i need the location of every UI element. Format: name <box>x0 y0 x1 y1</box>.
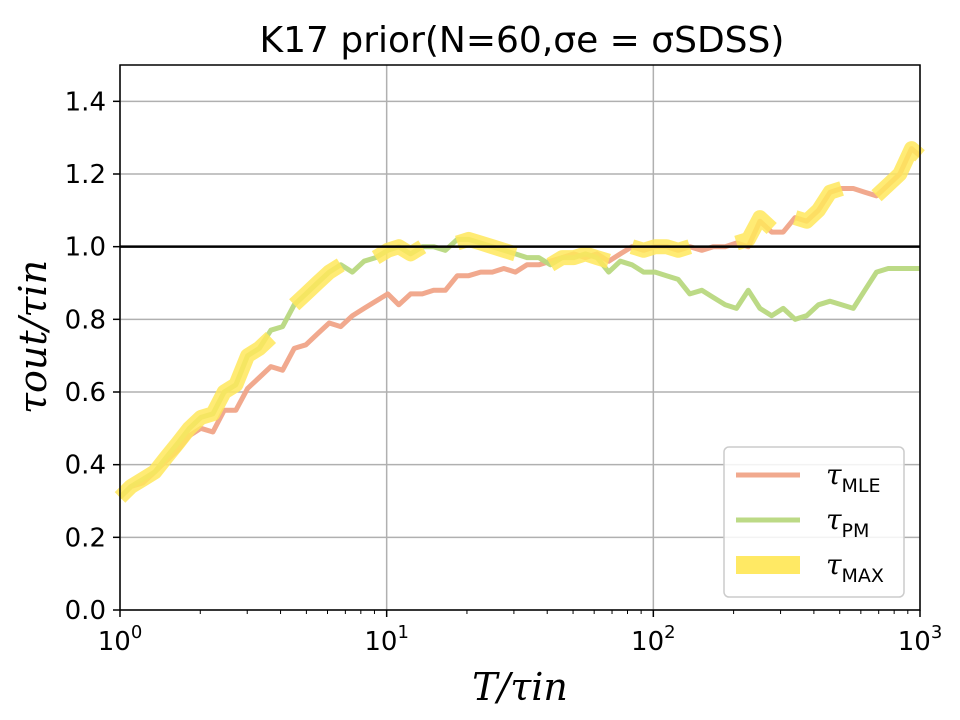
series-mle-line <box>118 146 922 500</box>
legend: τMLE τPM τMAX <box>723 446 905 598</box>
y-tick-labels: 0.0 0.2 0.4 0.6 0.8 1.0 1.2 1.4 <box>65 87 106 626</box>
series-max-segment <box>455 231 518 262</box>
x-tick-label: 103 <box>898 622 943 657</box>
legend-max-label: τMAX <box>826 548 884 587</box>
plot-frame <box>119 64 921 611</box>
chart-title: K17 prior(N=60,σe = σSDSS) <box>260 20 785 61</box>
series-layer <box>114 141 925 503</box>
legend-pm-label: τPM <box>826 503 869 542</box>
x-tick-label: 102 <box>631 622 676 657</box>
y-tick-label: 0.4 <box>65 451 106 481</box>
y-tick-label: 0.6 <box>65 378 106 408</box>
x-axis-label: T/τin <box>472 665 568 709</box>
y-tick-label: 1.4 <box>65 87 106 117</box>
series-max-segment <box>871 141 925 202</box>
x-tick-label: 101 <box>364 622 409 657</box>
series-max-segment <box>792 181 844 229</box>
series-max-segment <box>546 246 611 272</box>
series-max-segment <box>114 332 277 503</box>
y-tick-label: 1.2 <box>65 160 106 190</box>
y-tick-label: 0.8 <box>65 305 106 335</box>
legend-mle-label: τMLE <box>826 458 880 497</box>
y-tick-label: 1.0 <box>65 233 106 263</box>
x-tick-labels: 100 101 102 103 <box>98 622 943 657</box>
x-tick-label: 100 <box>98 622 143 657</box>
y-axis-label: τout/τin <box>11 260 55 414</box>
major-ticks <box>113 100 921 617</box>
y-tick-label: 0.2 <box>65 523 106 553</box>
series-max-segment <box>734 210 777 251</box>
series-max-segment <box>289 258 345 311</box>
y-tick-label: 0.0 <box>65 596 106 626</box>
